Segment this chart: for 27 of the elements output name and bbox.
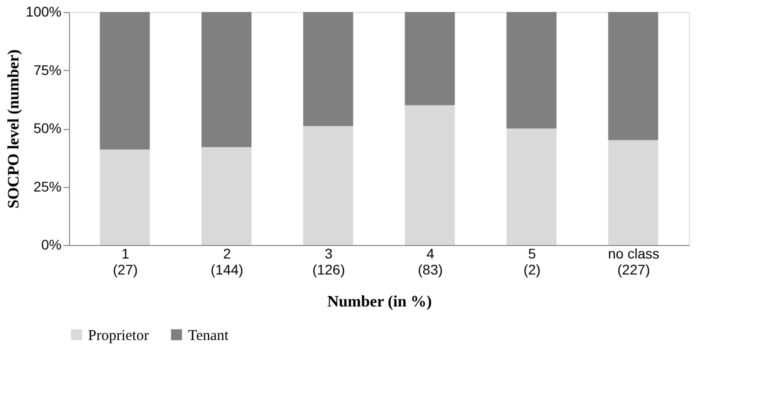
bar xyxy=(100,12,150,150)
bar xyxy=(303,126,354,245)
y-axis-title: SOCPO level (number) xyxy=(6,49,23,209)
bar xyxy=(202,12,252,148)
y-tick-label: 25% xyxy=(33,178,62,194)
x-tick-label: no class (227) xyxy=(608,246,660,278)
bar xyxy=(608,140,658,245)
x-tick-label: 4 (83) xyxy=(418,246,443,278)
y-tick-label: 75% xyxy=(33,62,62,78)
bar xyxy=(506,128,556,245)
bar xyxy=(404,12,455,106)
x-tick-label: 1 (27) xyxy=(112,246,138,278)
legend-label: Tenant xyxy=(188,328,230,344)
bar xyxy=(506,12,556,128)
bar xyxy=(303,12,354,126)
x-axis-title: Number (in %) xyxy=(327,294,432,310)
y-tick-label: 100% xyxy=(26,4,62,20)
legend-label: Proprietor xyxy=(88,328,149,344)
bar xyxy=(100,149,150,245)
bar xyxy=(404,105,455,245)
x-tick-label: 3 (126) xyxy=(312,246,346,278)
x-tick-label: 5 (2) xyxy=(523,246,541,278)
y-tick-label: 0% xyxy=(41,236,62,252)
bar xyxy=(202,147,252,245)
y-tick-label: 50% xyxy=(33,120,62,136)
bar xyxy=(608,12,658,140)
x-tick-label: 2 (144) xyxy=(210,246,244,278)
